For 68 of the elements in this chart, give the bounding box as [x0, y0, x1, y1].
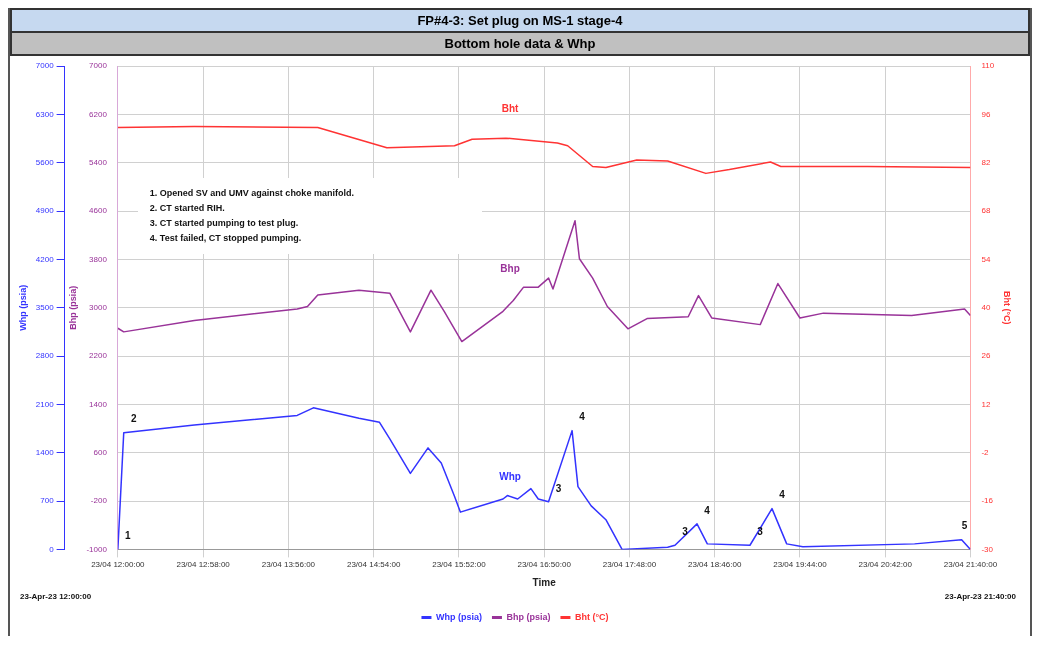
x-tick-label: 23/04 19:44:00 — [773, 560, 828, 570]
y3-axis-title: Bhp (psia) — [68, 285, 79, 330]
y3-tick-label: 1400 — [89, 399, 108, 409]
legend-label: Whp (psia) — [435, 611, 482, 622]
y3-tick-label: 3000 — [89, 302, 108, 312]
annotation: 4 — [579, 411, 586, 423]
chart-subtitle: Bottom hole data & Whp — [10, 33, 1030, 56]
y-tick-label: 5600 — [35, 157, 55, 167]
text: 23-Apr-23 12:00:00 — [20, 592, 92, 602]
y-tick-label: 2100 — [35, 399, 55, 409]
y-tick-label: 6300 — [35, 109, 55, 119]
annotation: 1 — [125, 530, 132, 542]
y3-tick-label: 600 — [93, 447, 108, 457]
y-tick-label: 3500 — [35, 302, 55, 312]
annotation: 3 — [757, 526, 764, 538]
y2-tick-label: 110 — [981, 61, 995, 71]
y3-tick-label: 6200 — [89, 109, 108, 119]
y3-tick-label: -1000 — [86, 544, 108, 554]
y-tick-label: 7000 — [35, 61, 55, 71]
y2-tick-label: -16 — [981, 496, 994, 506]
x-axis-title: Time — [532, 576, 557, 588]
y-tick-label: 2800 — [35, 351, 55, 361]
x-tick-label: 23/04 20:42:00 — [858, 560, 913, 570]
annotation: 3 — [555, 482, 562, 494]
y3-tick-label: 3800 — [89, 254, 108, 264]
y2-tick-label: -2 — [981, 447, 990, 457]
y2-tick-label: 26 — [981, 351, 991, 361]
y-tick-label: 4900 — [35, 206, 55, 216]
x-tick-label: 23/04 16:50:00 — [517, 560, 572, 570]
note-box: 1. Opened SV and UMV against choke manifold. 2. CT started RIH. 3. CT started pumping to test plug. 4. Test failed, CT stopped pumping. — [137, 178, 482, 254]
legend-label: Bhp (psia) — [506, 611, 551, 622]
text: 23-Apr-23 21:40:00 — [944, 592, 1017, 602]
annotation: 2 — [130, 413, 137, 425]
chart-title: FP#4-3: Set plug on MS-1 stage-4 — [10, 8, 1030, 33]
y3-tick-label: 4600 — [89, 206, 108, 216]
y3-tick-label: 7000 — [89, 61, 108, 71]
y-tick-label: 4200 — [35, 254, 55, 264]
x-tick-label: 23/04 12:00:00 — [91, 560, 146, 570]
annotation: 3 — [682, 526, 689, 538]
annotation: 5 — [961, 520, 968, 532]
annotation: 4 — [779, 489, 786, 501]
y-tick-label: 1400 — [35, 447, 55, 457]
y-axis-title: Whp (psia) — [17, 284, 28, 331]
x-tick-label: 23/04 18:46:00 — [687, 560, 742, 570]
y3-tick-label: -200 — [90, 496, 108, 506]
annotation: 4 — [704, 504, 711, 516]
y2-tick-label: 82 — [981, 157, 991, 167]
x-tick-label: 23/04 12:58:00 — [176, 560, 231, 570]
y2-tick-label: 40 — [981, 302, 991, 312]
x-tick-label: 23/04 14:54:00 — [346, 560, 401, 570]
annotation: Whp — [499, 470, 521, 482]
y2-tick-label: 96 — [981, 109, 991, 119]
y2-tick-label: 12 — [981, 399, 991, 409]
x-tick-label: 23/04 13:56:00 — [261, 560, 316, 570]
y2-tick-label: 68 — [981, 206, 991, 216]
y2-tick-label: 54 — [981, 254, 991, 264]
x-tick-label: 23/04 21:40:00 — [943, 560, 998, 570]
y3-tick-label: 5400 — [89, 157, 108, 167]
x-tick-label: 23/04 15:52:00 — [432, 560, 487, 570]
x-tick-label: 23/04 17:48:00 — [602, 560, 657, 570]
y3-tick-label: 2200 — [89, 351, 108, 361]
y2-axis-title: Bht (°C) — [1002, 290, 1013, 325]
legend-label: Bht (°C) — [574, 611, 609, 622]
annotation: Bht — [501, 103, 520, 115]
y-tick-label: 0 — [49, 544, 55, 554]
annotation: Bhp — [500, 262, 520, 274]
y-tick-label: 700 — [40, 496, 55, 506]
y2-tick-label: -30 — [981, 544, 994, 554]
